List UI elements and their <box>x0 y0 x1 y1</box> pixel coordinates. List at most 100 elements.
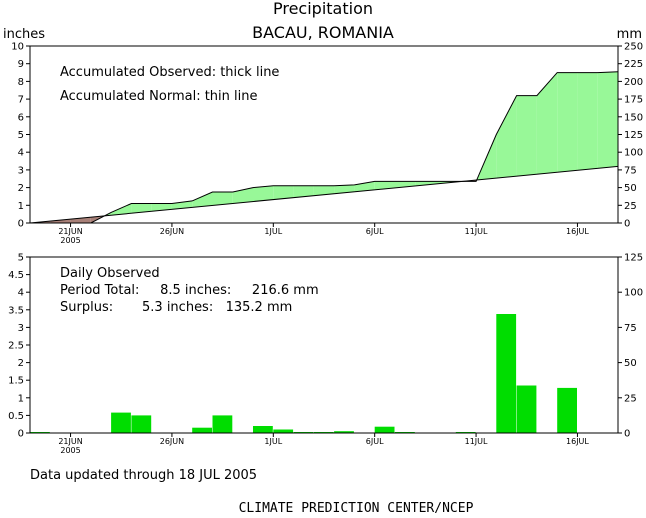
x-tick-label: 11JUL <box>465 227 488 236</box>
y-tick-label-right: 0 <box>624 429 630 440</box>
surplus-fill-segment <box>536 72 558 175</box>
surplus-fill-segment <box>131 203 152 214</box>
y-tick-label-right: 175 <box>624 95 643 106</box>
daily-precip-bar <box>131 415 152 433</box>
daily-precip-bar <box>334 431 354 433</box>
y-tick-label-left: 1 <box>18 393 24 404</box>
surplus-fill-segment <box>415 181 436 186</box>
accumulated-panel: 0123456789100255075100125150175200225250… <box>11 42 643 246</box>
daily-observed-note: Daily Observed <box>60 266 160 281</box>
y-tick-label-right: 50 <box>624 183 637 194</box>
daily-precip-bar <box>516 385 537 433</box>
y-tick-label-right: 150 <box>624 112 643 123</box>
accumulated-normal-line <box>29 165 619 224</box>
daily-precip-bar <box>111 412 131 433</box>
x-tick-label: 1JUL <box>264 437 282 446</box>
accumulated-observed-line <box>30 71 619 224</box>
y-tick-label-left: 2 <box>18 183 24 194</box>
y-tick-label-left: 4.5 <box>8 270 24 281</box>
surplus-fill-segment <box>354 181 375 192</box>
deficit-fill-segment <box>70 217 91 223</box>
x-tick-label: 16JUL <box>566 227 589 236</box>
surplus-fill-segment <box>253 185 274 202</box>
x-tick-label: 11JUL <box>465 437 488 446</box>
daily-precip-bar <box>192 427 212 433</box>
y-tick-label-left: 6 <box>18 112 24 123</box>
y-tick-label-right: 225 <box>624 59 643 70</box>
x-tick-sublabel-year: 2005 <box>60 236 80 245</box>
y-tick-label-left: 5 <box>18 253 24 264</box>
accumulated-observed-note: Accumulated Observed: thick line <box>60 65 279 80</box>
x-tick-sublabel-year: 2005 <box>60 446 80 455</box>
daily-precip-bar <box>273 429 294 433</box>
surplus-fill-segment <box>557 72 578 173</box>
surplus-fill-segment <box>273 185 294 200</box>
y-tick-label-left: 8 <box>18 77 24 88</box>
surplus-fill-segment <box>232 187 253 204</box>
y-tick-label-right: 125 <box>624 253 643 264</box>
x-tick-label: 6JUL <box>366 227 384 236</box>
y-tick-label-right: 50 <box>624 358 637 369</box>
y-tick-label-right: 25 <box>624 393 637 404</box>
daily-precip-bar <box>557 387 577 433</box>
x-tick-label: 16JUL <box>566 437 589 446</box>
y-tick-label-left: 2 <box>18 358 24 369</box>
y-tick-label-left: 2.5 <box>8 341 24 352</box>
x-tick-label: 21JUN <box>58 227 82 236</box>
y-tick-label-right: 25 <box>624 201 637 212</box>
y-tick-label-left: 1 <box>18 201 24 212</box>
y-tick-label-left: 9 <box>18 59 24 70</box>
accumulated-difference-fills <box>30 71 618 223</box>
y-tick-label-right: 250 <box>624 42 643 53</box>
data-updated-note: Data updated through 18 JUL 2005 <box>30 468 257 483</box>
y-tick-label-left: 4 <box>18 288 24 299</box>
surplus-fill-segment <box>313 185 335 196</box>
daily-precip-bar <box>212 415 233 433</box>
y-tick-label-right: 75 <box>624 323 637 334</box>
y-tick-label-right: 75 <box>624 165 637 176</box>
surplus-fill-segment <box>293 185 314 198</box>
surplus-fill-segment <box>496 95 517 179</box>
chart-title: Precipitation <box>273 0 373 18</box>
y-tick-label-left: 7 <box>18 95 24 106</box>
y-tick-label-right: 0 <box>624 219 630 230</box>
x-tick-label: 6JUL <box>366 437 384 446</box>
accumulated-normal-note: Accumulated Normal: thin line <box>60 89 258 104</box>
surplus-fill-segment <box>334 184 355 194</box>
x-tick-label: 26JUN <box>160 437 184 446</box>
daily-panel: 00.511.522.533.544.55025507510012521JUN2… <box>8 253 643 456</box>
surplus-fill-segment <box>111 203 132 216</box>
y-tick-label-left: 3 <box>18 165 24 176</box>
y-tick-label-right: 125 <box>624 130 643 141</box>
y-tick-label-left: 0 <box>18 429 24 440</box>
y-tick-label-left: 3.5 <box>8 305 24 316</box>
y-tick-label-left: 4 <box>18 148 24 159</box>
left-unit-label: inches <box>3 27 45 42</box>
daily-precip-bar <box>253 426 273 433</box>
surplus-fill-segment <box>212 192 233 206</box>
y-tick-label-left: 10 <box>11 42 24 53</box>
surplus-note: Surplus: 5.3 inches: 135.2 mm <box>60 300 292 315</box>
y-tick-label-right: 100 <box>624 288 643 299</box>
y-tick-label-right: 200 <box>624 77 643 88</box>
credit-footer: CLIMATE PREDICTION CENTER/NCEP <box>239 501 474 516</box>
daily-bars <box>30 314 577 433</box>
surplus-fill-segment <box>374 181 395 190</box>
x-tick-label: 21JUN <box>58 437 82 446</box>
surplus-fill-segment <box>597 71 618 169</box>
y-tick-label-left: 0 <box>18 219 24 230</box>
x-tick-label: 1JUL <box>264 227 282 236</box>
surplus-fill-segment <box>516 95 537 177</box>
y-tick-label-left: 5 <box>18 130 24 141</box>
surplus-fill-segment <box>192 192 213 208</box>
y-tick-label-left: 0.5 <box>8 411 24 422</box>
y-tick-label-left: 3 <box>18 323 24 334</box>
right-unit-label: mm <box>617 27 642 42</box>
y-tick-label-right: 100 <box>624 148 643 159</box>
period-total-note: Period Total: 8.5 inches: 216.6 mm <box>60 283 319 298</box>
daily-precip-bar <box>496 314 517 433</box>
daily-axis-ticks: 00.511.522.533.544.55025507510012521JUN2… <box>8 253 643 456</box>
x-tick-label: 26JUN <box>160 227 184 236</box>
chart-subtitle-location: BACAU, ROMANIA <box>252 23 394 42</box>
